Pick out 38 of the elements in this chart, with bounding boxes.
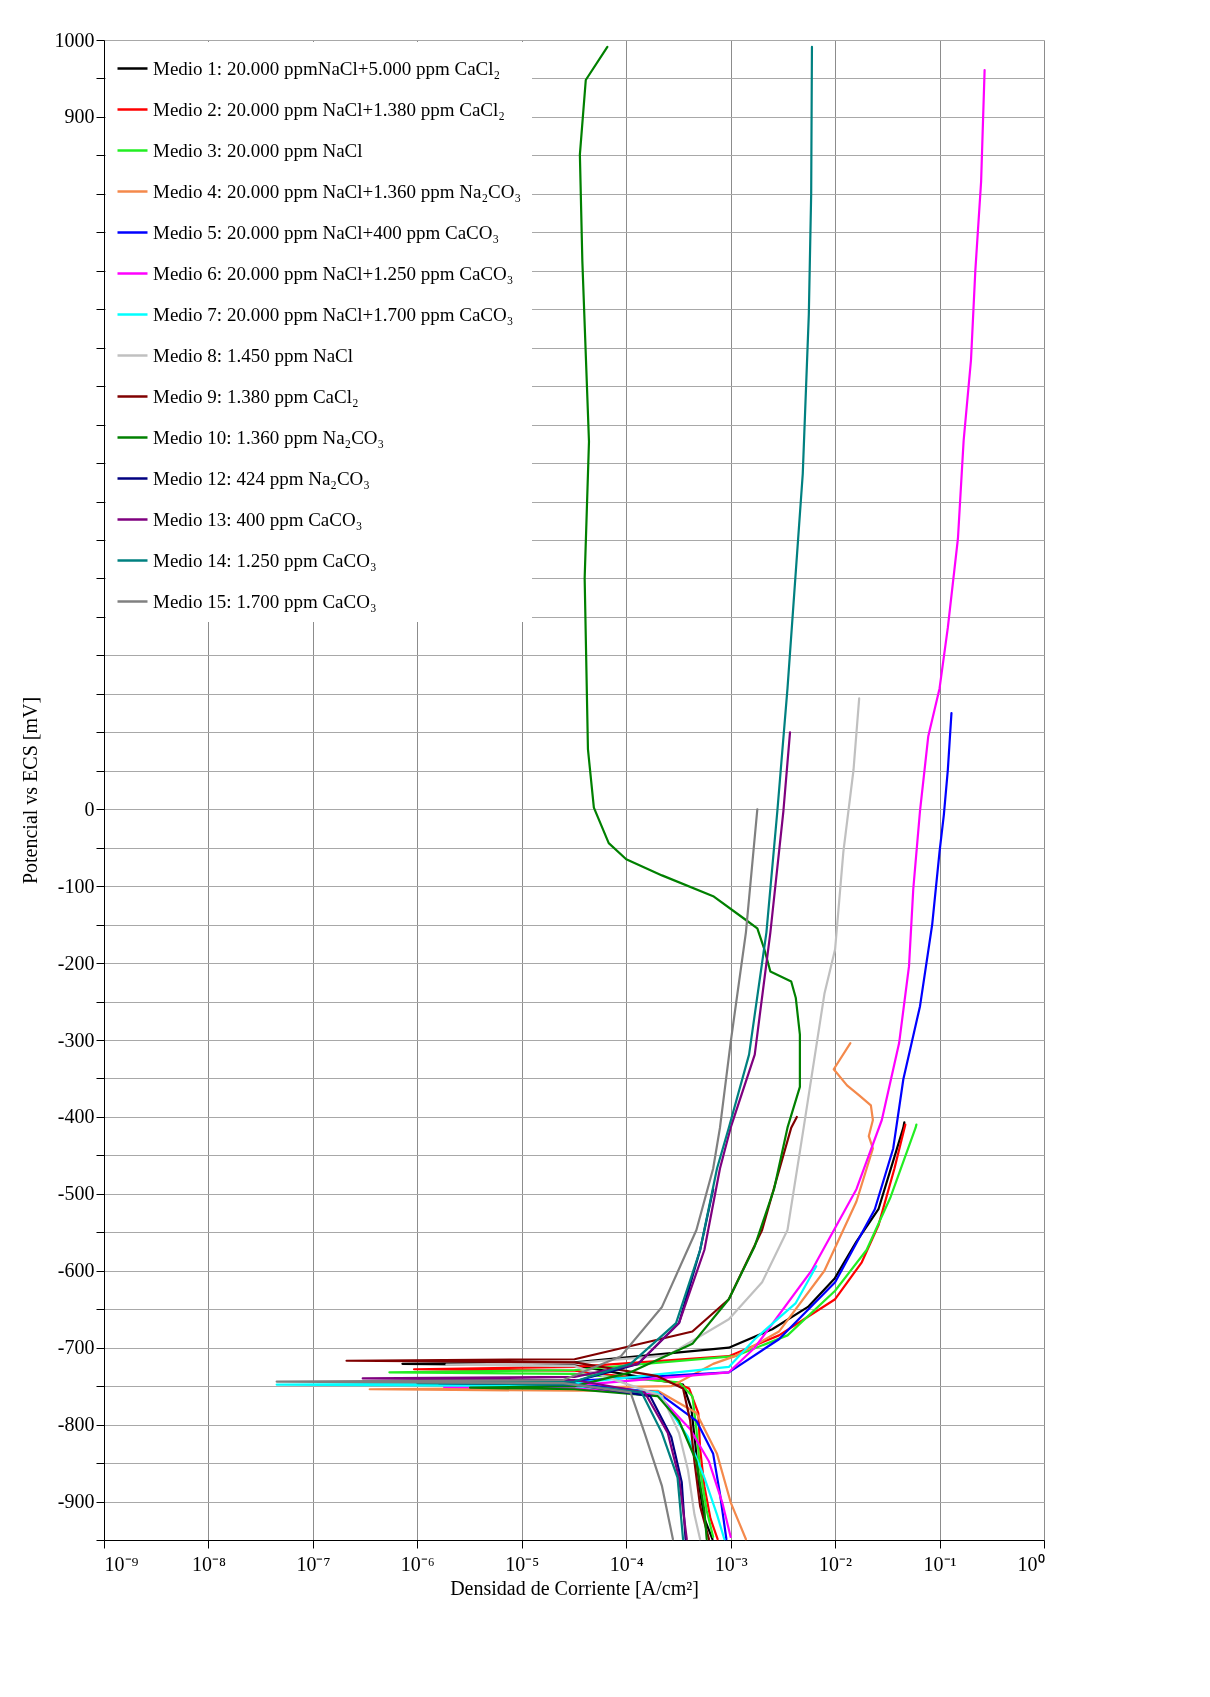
- legend-label: Medio 2: 20.000 ppm NaCl+1.380 ppm CaCl₂: [153, 98, 505, 120]
- x-tick-label: 10⁻⁹: [104, 1552, 139, 1575]
- y-tick-label: -200: [57, 951, 95, 974]
- legend-label: Medio 15: 1.700 ppm CaCO₃: [153, 590, 377, 612]
- x-tick-label: 10⁰: [1017, 1552, 1045, 1575]
- y-tick-label: -300: [57, 1028, 95, 1051]
- x-tick-label: 10⁻⁴: [609, 1552, 644, 1575]
- y-tick-label: 0: [84, 797, 95, 820]
- legend-label: Medio 14: 1.250 ppm CaCO₃: [153, 549, 377, 571]
- legend-label: Medio 8: 1.450 ppm NaCl: [153, 344, 354, 366]
- y-tick-label: 900: [64, 105, 95, 128]
- x-tick-label: 10⁻²: [819, 1552, 853, 1575]
- legend-label: Medio 13: 400 ppm CaCO₃: [153, 508, 363, 530]
- y-tick-label: -500: [57, 1182, 95, 1205]
- y-tick-label: -600: [57, 1259, 95, 1282]
- x-tick-label: 10⁻⁸: [191, 1552, 226, 1575]
- y-axis-title: Potencial vs ECS [mV]: [18, 696, 41, 885]
- legend-label: Medio 10: 1.360 ppm Na₂CO₃: [153, 426, 385, 448]
- y-tick-label: -400: [57, 1105, 95, 1128]
- legend-label: Medio 3: 20.000 ppm NaCl: [153, 139, 363, 161]
- x-tick-label: 10⁻⁵: [505, 1552, 540, 1575]
- y-tick-label: -900: [57, 1490, 95, 1513]
- legend-label: Medio 12: 424 ppm Na₂CO₃: [153, 467, 370, 489]
- y-tick-label: -700: [57, 1336, 95, 1359]
- x-tick-label: 10⁻³: [714, 1552, 748, 1575]
- legend-label: Medio 4: 20.000 ppm NaCl+1.360 ppm Na₂CO₃: [153, 180, 522, 202]
- legend-label: Medio 7: 20.000 ppm NaCl+1.700 ppm CaCO₃: [153, 303, 514, 325]
- x-tick-label: 10⁻⁶: [400, 1552, 435, 1575]
- legend-label: Medio 1: 20.000 ppmNaCl+5.000 ppm CaCl₂: [153, 57, 501, 79]
- x-tick-label: 10⁻¹: [923, 1552, 957, 1575]
- y-tick-label: 1000: [54, 28, 95, 51]
- x-tick-label: 10⁻⁷: [296, 1552, 331, 1575]
- legend-label: Medio 5: 20.000 ppm NaCl+400 ppm CaCO₃: [153, 221, 500, 243]
- legend-label: Medio 9: 1.380 ppm CaCl₂: [153, 385, 359, 407]
- legend-label: Medio 6: 20.000 ppm NaCl+1.250 ppm CaCO₃: [153, 262, 514, 284]
- y-tick-label: -100: [57, 874, 95, 897]
- x-axis-title: Densidad de Corriente [A/cm²]: [450, 1576, 699, 1599]
- y-tick-label: -800: [57, 1413, 95, 1436]
